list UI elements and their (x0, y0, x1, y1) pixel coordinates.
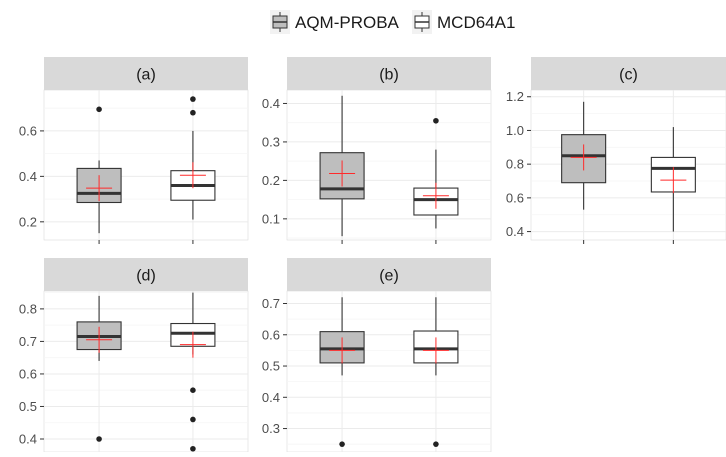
y-tick-label: 0.2 (19, 214, 37, 229)
facet-strip-label: (e) (379, 268, 399, 285)
facet-strip (287, 258, 491, 291)
y-tick-label: 0.8 (19, 301, 37, 316)
box-mcd64a1 (170, 96, 216, 220)
plot-area (43, 290, 249, 453)
y-tick-label: 0.7 (262, 296, 280, 311)
facet-strip-label: (b) (379, 67, 399, 84)
y-tick-label: 0.4 (262, 96, 280, 111)
facet-strip-label: (a) (136, 67, 156, 84)
legend-item-mcd64a1: MCD64A1 (412, 10, 515, 34)
outlier-point (96, 436, 102, 442)
y-tick-label: 0.7 (19, 334, 37, 349)
y-tick-label: 0.5 (262, 359, 280, 374)
box-mcd64a1 (413, 297, 459, 447)
box-mcd64a1 (170, 292, 216, 452)
y-tick-label: 0.1 (262, 211, 280, 226)
legend-item-aqm-proba: AQM-PROBA (270, 10, 400, 34)
y-tick-label: 0.4 (262, 390, 280, 405)
plot-area (530, 89, 726, 241)
plot-area (286, 290, 492, 453)
facet-strip (44, 57, 248, 90)
facet-panel-2: (b) 0.1 0.2 0.3 0.4 (262, 57, 492, 244)
box-aqm-proba (76, 295, 122, 442)
legend-label-mcd64a1: MCD64A1 (437, 13, 515, 32)
outlier-point (190, 416, 196, 423)
box-mcd64a1 (650, 127, 696, 232)
y-tick-label: 0.2 (262, 173, 280, 188)
box-aqm-proba (76, 106, 122, 234)
facet-strip-label: (c) (619, 67, 638, 84)
y-tick-label: 0.4 (19, 169, 37, 184)
facet-strip (44, 258, 248, 291)
outlier-point (190, 445, 196, 452)
y-tick-label: 0.4 (506, 224, 524, 239)
outlier-point (339, 441, 345, 447)
y-tick-label: 0.6 (19, 123, 37, 138)
outlier-point (433, 441, 439, 447)
box-mcd64a1 (413, 117, 459, 229)
outlier-point (190, 109, 196, 116)
facet-panels: (a) 0.2 0.4 0.6 (b) 0.1 0.2 0.3 0.4 (c) 0.4 0.6 0.8 1… (19, 57, 726, 456)
plot-area (286, 89, 492, 241)
box-aqm-proba (561, 101, 607, 210)
box-aqm-proba (319, 95, 365, 237)
y-tick-label: 0.6 (19, 366, 37, 381)
outlier-point (190, 96, 196, 102)
legend: AQM-PROBA MCD64A1 (270, 10, 515, 34)
y-tick-label: 0.6 (506, 190, 524, 205)
facet-panel-4: (d) 0.4 0.5 0.6 0.7 0.8 (19, 258, 249, 456)
y-tick-label: 0.3 (262, 421, 280, 436)
y-tick-label: 0.5 (19, 399, 37, 414)
y-tick-label: 1.2 (506, 89, 524, 104)
outlier-point (96, 106, 102, 113)
legend-label-aqm-proba: AQM-PROBA (295, 13, 400, 32)
outlier-point (433, 117, 439, 124)
plot-area (43, 89, 249, 241)
y-tick-label: 0.8 (506, 157, 524, 172)
facet-strip (531, 57, 726, 90)
y-tick-label: 0.3 (262, 134, 280, 149)
facet-strip (287, 57, 491, 90)
y-tick-label: 0.4 (19, 431, 37, 446)
y-tick-label: 1.0 (506, 123, 524, 138)
facet-panel-5: (e) 0.3 0.4 0.5 0.6 0.7 (262, 258, 492, 456)
outlier-point (190, 387, 196, 394)
facet-strip-label: (d) (136, 268, 156, 285)
y-tick-label: 0.6 (262, 327, 280, 342)
box-aqm-proba (319, 297, 365, 447)
facet-panel-1: (a) 0.2 0.4 0.6 (19, 57, 249, 244)
facet-panel-3: (c) 0.4 0.6 0.8 1.0 1.2 (506, 57, 726, 244)
